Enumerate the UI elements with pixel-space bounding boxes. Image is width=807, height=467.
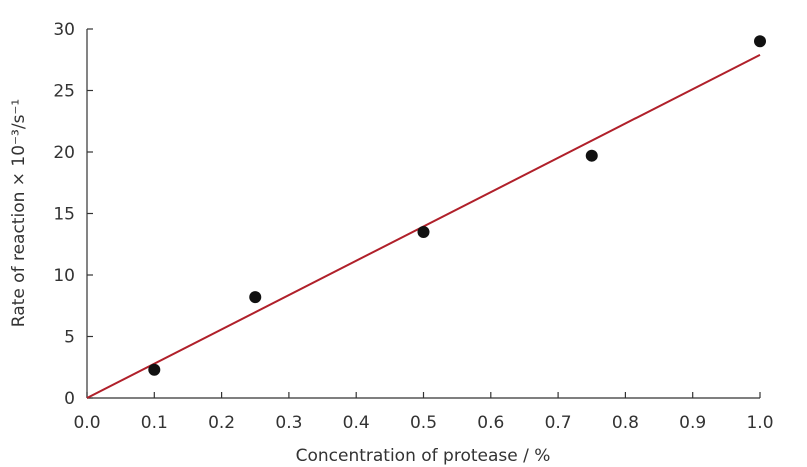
x-tick-label: 0.5 bbox=[410, 413, 437, 433]
data-point bbox=[754, 35, 766, 48]
x-tick-label: 1.0 bbox=[746, 413, 773, 433]
x-tick-label: 0.3 bbox=[275, 413, 302, 433]
y-axis-label: Rate of reaction × 10⁻³/s⁻¹ bbox=[9, 99, 29, 327]
data-point bbox=[417, 225, 430, 238]
x-tick-label: 0.9 bbox=[679, 413, 706, 433]
x-tick-label: 0.4 bbox=[343, 413, 370, 433]
y-ticks: 0 5 10 15 20 25 30 bbox=[53, 20, 93, 409]
data-point bbox=[249, 291, 262, 304]
y-tick-label: 30 bbox=[53, 20, 75, 40]
y-tick-label: 15 bbox=[53, 205, 75, 225]
x-tick-label: 0.2 bbox=[208, 413, 235, 433]
data-points bbox=[148, 35, 766, 376]
x-tick-label: 0.8 bbox=[612, 413, 639, 433]
y-tick-label: 5 bbox=[64, 328, 75, 348]
x-axis-label: Concentration of protease / % bbox=[296, 446, 551, 466]
data-point bbox=[585, 149, 598, 162]
y-tick-label: 10 bbox=[53, 266, 75, 286]
x-tick-label: 0.1 bbox=[141, 413, 168, 433]
y-tick-label: 0 bbox=[64, 389, 75, 409]
data-point bbox=[148, 363, 161, 376]
x-tick-label: 0.0 bbox=[73, 413, 100, 433]
axes bbox=[86, 29, 760, 399]
x-tick-label: 0.7 bbox=[545, 413, 572, 433]
x-tick-label: 0.6 bbox=[477, 413, 504, 433]
y-tick-label: 20 bbox=[53, 143, 75, 163]
x-ticks: 0.0 0.1 0.2 0.3 0.4 0.5 0.6 0.7 0.8 0.9 1.0 bbox=[73, 392, 774, 433]
y-tick-label: 25 bbox=[53, 82, 75, 102]
